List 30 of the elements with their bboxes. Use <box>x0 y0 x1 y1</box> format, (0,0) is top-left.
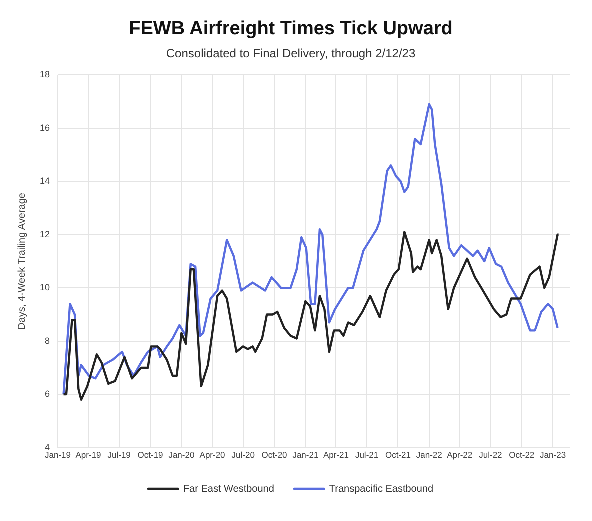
x-tick-label: Jan-21 <box>292 450 319 460</box>
x-tick-label: Jul-21 <box>355 450 379 460</box>
x-tick-label: Apr-22 <box>447 450 473 460</box>
y-tick-label: 16 <box>40 122 50 133</box>
chart-subtitle: Consolidated to Final Delivery, through 2/12/23 <box>166 46 416 60</box>
y-tick-label: 4 <box>44 442 50 452</box>
x-tick-label: Apr-21 <box>323 450 350 460</box>
x-tick-label: Jan-23 <box>540 450 566 460</box>
y-tick-label: 12 <box>40 229 50 240</box>
legend-label: Transpacific Eastbound <box>329 484 434 495</box>
x-tick-label: Apr-19 <box>76 450 102 460</box>
x-tick-label: Jul-19 <box>108 450 132 460</box>
chart-title: FEWB Airfreight Times Tick Upward <box>129 18 453 40</box>
x-tick-label: Jan-19 <box>45 450 72 460</box>
x-tick-label: Oct-21 <box>385 450 412 460</box>
x-tick-label: Jan-20 <box>168 450 195 460</box>
x-tick-label: Oct-22 <box>509 450 535 460</box>
x-tick-label: Apr-20 <box>200 450 226 460</box>
x-tick-label: Jul-20 <box>232 450 256 460</box>
x-tick-label: Jan-22 <box>416 450 443 460</box>
y-tick-label: 18 <box>40 70 50 80</box>
y-tick-label: 8 <box>44 336 50 346</box>
y-axis-title: Days, 4-Week Trailing Average <box>16 192 28 330</box>
y-tick-label: 14 <box>40 176 50 186</box>
legend-label: Far East Westbound <box>183 484 274 495</box>
x-tick-label: Oct-20 <box>262 450 288 460</box>
y-tick-label: 10 <box>40 282 50 293</box>
x-tick-label: Oct-19 <box>138 450 164 460</box>
x-tick-label: Jul-22 <box>479 450 503 460</box>
y-tick-label: 6 <box>44 389 50 400</box>
